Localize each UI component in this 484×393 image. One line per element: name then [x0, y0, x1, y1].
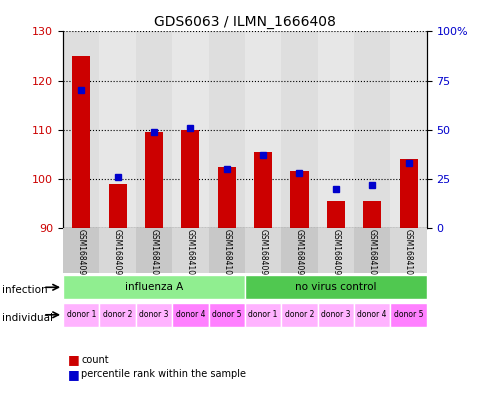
Bar — [99, 31, 136, 228]
Text: donor 4: donor 4 — [175, 310, 205, 319]
Text: donor 3: donor 3 — [320, 310, 350, 319]
Text: GSM1684102: GSM1684102 — [185, 229, 195, 280]
Bar — [72, 56, 90, 228]
Text: GSM1684104: GSM1684104 — [222, 229, 231, 280]
Title: GDS6063 / ILMN_1666408: GDS6063 / ILMN_1666408 — [153, 15, 335, 29]
Text: no virus control: no virus control — [294, 282, 376, 292]
Bar — [181, 130, 199, 228]
Text: GSM1684098: GSM1684098 — [113, 229, 122, 280]
Text: donor 5: donor 5 — [212, 310, 241, 319]
Bar — [254, 152, 272, 228]
Text: donor 2: donor 2 — [103, 310, 132, 319]
Bar — [290, 171, 308, 228]
Text: GSM1684097: GSM1684097 — [294, 229, 303, 281]
Bar — [326, 201, 344, 228]
Text: GSM1684099: GSM1684099 — [331, 229, 340, 281]
Bar — [281, 303, 317, 327]
Bar — [244, 303, 281, 327]
Text: GSM1684103: GSM1684103 — [403, 229, 412, 280]
Bar — [317, 31, 353, 228]
Bar — [390, 228, 426, 273]
Bar — [208, 31, 244, 228]
Text: donor 4: donor 4 — [357, 310, 386, 319]
Bar — [172, 303, 208, 327]
Bar — [63, 31, 99, 228]
Bar — [399, 159, 417, 228]
Text: individual: individual — [2, 312, 53, 323]
Bar — [353, 303, 390, 327]
Bar — [172, 31, 208, 228]
Bar — [99, 303, 136, 327]
Text: donor 3: donor 3 — [139, 310, 168, 319]
Bar — [136, 303, 172, 327]
Bar — [353, 228, 390, 273]
Bar — [63, 303, 99, 327]
Text: donor 5: donor 5 — [393, 310, 423, 319]
Text: GSM1684096: GSM1684096 — [76, 229, 86, 281]
Text: ■: ■ — [68, 353, 79, 366]
Bar — [244, 275, 426, 299]
Bar — [136, 31, 172, 228]
Text: GSM1684100: GSM1684100 — [149, 229, 158, 280]
Bar — [390, 31, 426, 228]
Bar — [217, 167, 235, 228]
Text: donor 1: donor 1 — [248, 310, 277, 319]
Bar — [145, 132, 163, 228]
Text: donor 1: donor 1 — [66, 310, 96, 319]
Bar — [99, 228, 136, 273]
Bar — [317, 303, 353, 327]
Text: infection: infection — [2, 285, 48, 295]
Bar — [108, 184, 126, 228]
Bar — [353, 31, 390, 228]
Bar — [208, 303, 244, 327]
Bar — [172, 228, 208, 273]
Bar — [244, 228, 281, 273]
Bar — [281, 228, 317, 273]
Text: percentile rank within the sample: percentile rank within the sample — [81, 369, 246, 379]
Text: GSM1684101: GSM1684101 — [367, 229, 376, 280]
Bar — [63, 228, 99, 273]
Bar — [390, 303, 426, 327]
Bar — [317, 228, 353, 273]
Bar — [363, 201, 380, 228]
Bar — [63, 275, 244, 299]
Text: influenza A: influenza A — [124, 282, 183, 292]
Text: count: count — [81, 354, 109, 365]
Bar — [208, 228, 244, 273]
Text: ■: ■ — [68, 367, 79, 381]
Bar — [244, 31, 281, 228]
Bar — [281, 31, 317, 228]
Text: donor 2: donor 2 — [284, 310, 314, 319]
Bar — [136, 228, 172, 273]
Text: GSM1684095: GSM1684095 — [258, 229, 267, 281]
